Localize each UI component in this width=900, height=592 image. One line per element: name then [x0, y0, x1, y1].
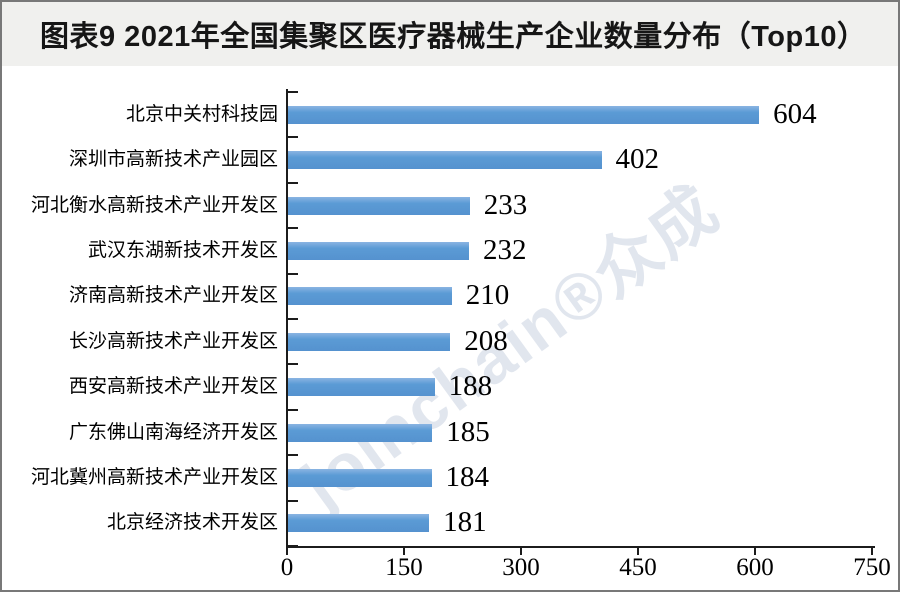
y-axis-tick: [288, 499, 298, 502]
value-label: 184: [445, 460, 490, 493]
bar: [288, 196, 470, 215]
y-axis-tick: [288, 91, 298, 93]
bar: [288, 468, 432, 487]
x-axis-tick: [754, 548, 756, 555]
value-label: 233: [483, 188, 528, 221]
chart-title: 图表9 2021年全国集聚区医疗器械生产企业数量分布（Top10）: [40, 21, 867, 53]
x-axis-tick: [637, 548, 639, 555]
x-axis-line: [286, 546, 875, 548]
category-label: 长沙高新技术产业开发区: [68, 330, 278, 352]
x-axis-tick: [403, 548, 405, 555]
category-label: 北京经济技术开发区: [106, 512, 278, 534]
bar: [288, 423, 433, 442]
category-label: 深圳市高新技术产业园区: [68, 149, 278, 171]
y-axis-tick: [288, 318, 298, 320]
value-label: 604: [773, 97, 817, 130]
x-axis-tick: [871, 548, 873, 555]
y-axis-tick: [288, 363, 298, 366]
x-axis-tick-label: 750: [853, 554, 891, 581]
value-label: 181: [443, 506, 487, 539]
x-axis-tick-label: 450: [619, 554, 657, 581]
bar: [288, 332, 451, 351]
bar: [288, 105, 760, 124]
category-label: 武汉东湖新技术开发区: [87, 239, 278, 261]
category-label: 河北冀州高新技术产业开发区: [30, 466, 278, 488]
y-axis-tick: [288, 181, 298, 184]
value-label: 210: [465, 279, 510, 312]
bar: [288, 378, 435, 397]
category-label: 西安高新技术产业开发区: [68, 376, 278, 398]
y-axis-tick: [288, 408, 298, 411]
category-label: 济南高新技术产业开发区: [68, 285, 278, 307]
category-label: 广东佛山南海经济开发区: [68, 421, 278, 443]
x-axis-tick-label: 150: [385, 554, 423, 581]
y-axis-tick: [288, 545, 298, 547]
title-band: 图表9 2021年全国集聚区医疗器械生产企业数量分布（Top10）: [2, 2, 898, 66]
value-label: 188: [448, 370, 493, 403]
y-axis-tick: [288, 272, 298, 275]
y-axis-line: [286, 89, 288, 548]
y-axis-tick: [288, 227, 298, 230]
bar: [288, 151, 602, 170]
x-axis-tick-label: 600: [736, 554, 774, 581]
x-axis-tick: [520, 548, 522, 555]
x-axis-tick-label: 0: [280, 554, 294, 581]
bar: [288, 241, 469, 260]
value-label: 185: [446, 415, 490, 448]
y-axis-tick: [288, 454, 298, 457]
x-axis-tick: [286, 548, 288, 555]
value-label: 232: [482, 233, 527, 266]
y-axis-tick: [288, 136, 298, 139]
value-label: 402: [615, 143, 660, 176]
bar: [288, 514, 430, 533]
x-axis-tick-label: 300: [502, 554, 540, 581]
category-label: 北京中关村科技园: [125, 103, 278, 125]
bar: [288, 287, 452, 306]
value-label: 208: [464, 324, 508, 357]
category-label: 河北衡水高新技术产业开发区: [30, 194, 278, 216]
